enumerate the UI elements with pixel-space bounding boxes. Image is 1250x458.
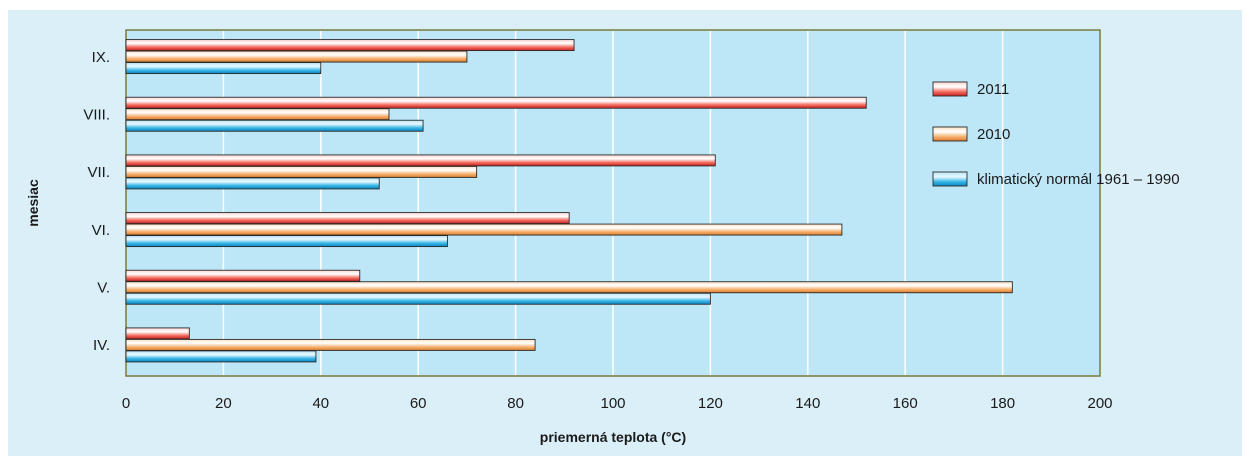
x-axis-title: priemerná teplota (°C)	[540, 429, 686, 445]
bar-klimatický-vii	[125, 177, 380, 190]
bar-2011-ix	[125, 39, 575, 52]
y-tick-label: V.	[97, 280, 110, 297]
bar-2011-vii	[125, 154, 716, 167]
bar-klimatický-vi	[125, 235, 448, 248]
legend-swatch	[932, 126, 968, 142]
gridlines	[222, 31, 1004, 375]
x-tick-label: 140	[795, 395, 820, 412]
x-tick-labels: 0 20 40 60 80 100 120 140 160 180 200	[122, 395, 1113, 412]
legend-swatch	[932, 171, 968, 187]
x-tick-label: 80	[507, 395, 524, 412]
y-tick-label: VIII.	[83, 107, 110, 124]
legend-swatch	[932, 81, 968, 97]
legend-label: 2010	[977, 126, 1010, 143]
bar-2011-iv	[125, 327, 190, 340]
x-tick-label: 180	[990, 395, 1015, 412]
bar-2010-ix	[125, 50, 468, 63]
bar-chart: 0 20 40 60 80 100 120 140 160 180 200 IV. V. VI. VII.…	[25, 29, 1180, 445]
x-tick-label: 40	[312, 395, 329, 412]
y-tick-label: IX.	[92, 49, 110, 66]
bar-2011-vi	[125, 212, 570, 225]
bar-klimatický-ix	[125, 62, 322, 75]
y-tick-label: IV.	[93, 337, 110, 354]
bar-2010-vi	[125, 223, 843, 236]
bar-2011-v	[125, 269, 361, 282]
x-tick-label: 0	[122, 395, 130, 412]
bar-2010-viii	[125, 108, 390, 121]
bar-2010-iv	[125, 338, 536, 351]
x-tick-label: 100	[600, 395, 625, 412]
y-tick-label: VI.	[92, 222, 110, 239]
x-tick-label: 160	[893, 395, 918, 412]
x-tick-label: 200	[1087, 395, 1112, 412]
x-tick-label: 120	[698, 395, 723, 412]
bar-2010-v	[125, 281, 1013, 294]
chart-panel: 0 20 40 60 80 100 120 140 160 180 200 IV. V. VI. VII.…	[8, 10, 1242, 456]
y-tick-labels: IV. V. VI. VII. VIII. IX.	[83, 49, 110, 354]
legend-label: 2011	[977, 81, 1009, 98]
legend-label: klimatický normál 1961 – 1990	[977, 171, 1180, 188]
y-tick-label: VII.	[87, 164, 110, 181]
bar-klimatický-iv	[125, 350, 317, 363]
bar-2010-vii	[125, 165, 478, 178]
y-axis-title: mesiac	[25, 179, 41, 227]
bar-klimatický-v	[125, 292, 711, 305]
bars	[125, 39, 1013, 363]
x-tick-label: 60	[410, 395, 427, 412]
bar-2011-viii	[125, 96, 867, 109]
x-tick-label: 20	[215, 395, 232, 412]
legend: 2011 2010 klimatický normál 1961 – 1990	[932, 81, 1180, 188]
bar-klimatický-viii	[125, 119, 424, 132]
